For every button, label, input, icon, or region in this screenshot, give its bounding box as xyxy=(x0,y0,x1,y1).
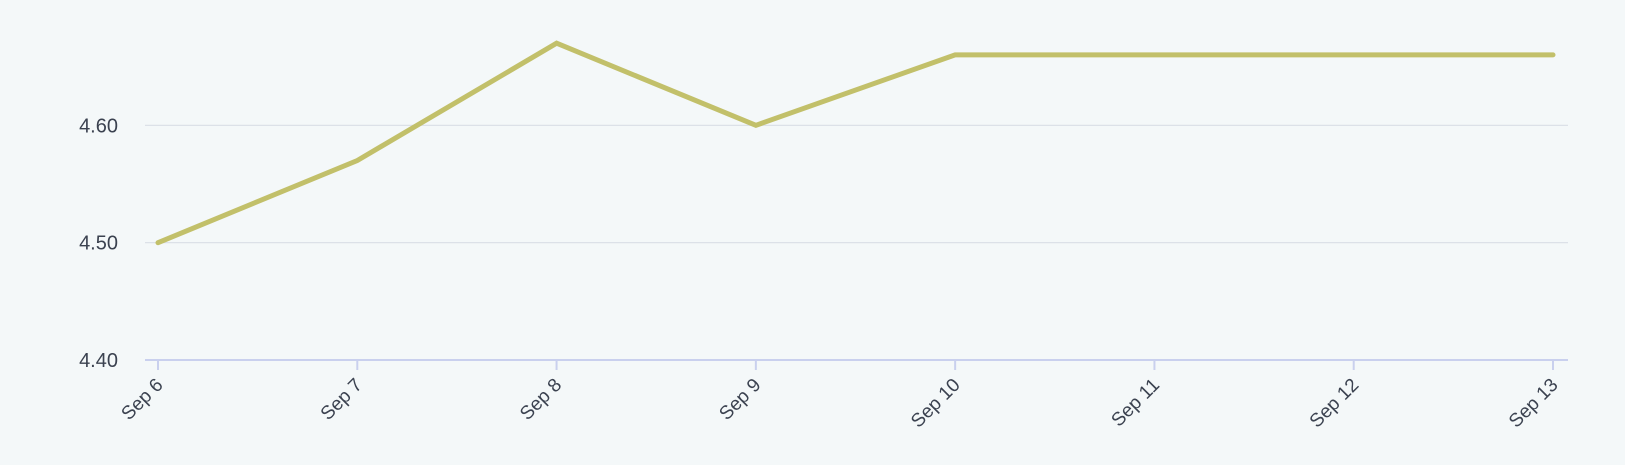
x-tick-label: Sep 7 xyxy=(317,375,367,425)
y-axis-ticks: 4.40 4.50 4.60 xyxy=(79,115,118,372)
x-tick-label: Sep 10 xyxy=(907,375,964,432)
x-tick-label: Sep 12 xyxy=(1306,375,1363,432)
y-tick-label: 4.40 xyxy=(79,350,118,372)
x-tick-label: Sep 8 xyxy=(516,375,566,425)
x-tick-label: Sep 9 xyxy=(715,375,765,425)
x-tick-label: Sep 6 xyxy=(118,375,168,425)
x-tick-label: Sep 13 xyxy=(1505,375,1562,432)
grid-lines xyxy=(145,124,1568,244)
y-tick-label: 4.50 xyxy=(79,233,118,255)
y-tick-label: 4.60 xyxy=(79,115,118,137)
x-axis-ticks: Sep 6 Sep 7 Sep 8 Sep 9 Sep 10 Sep 11 Sep 12 Se… xyxy=(118,360,1563,432)
series-lines xyxy=(155,40,1556,246)
series-line-0 xyxy=(155,40,1556,246)
x-tick-label: Sep 11 xyxy=(1108,375,1164,431)
